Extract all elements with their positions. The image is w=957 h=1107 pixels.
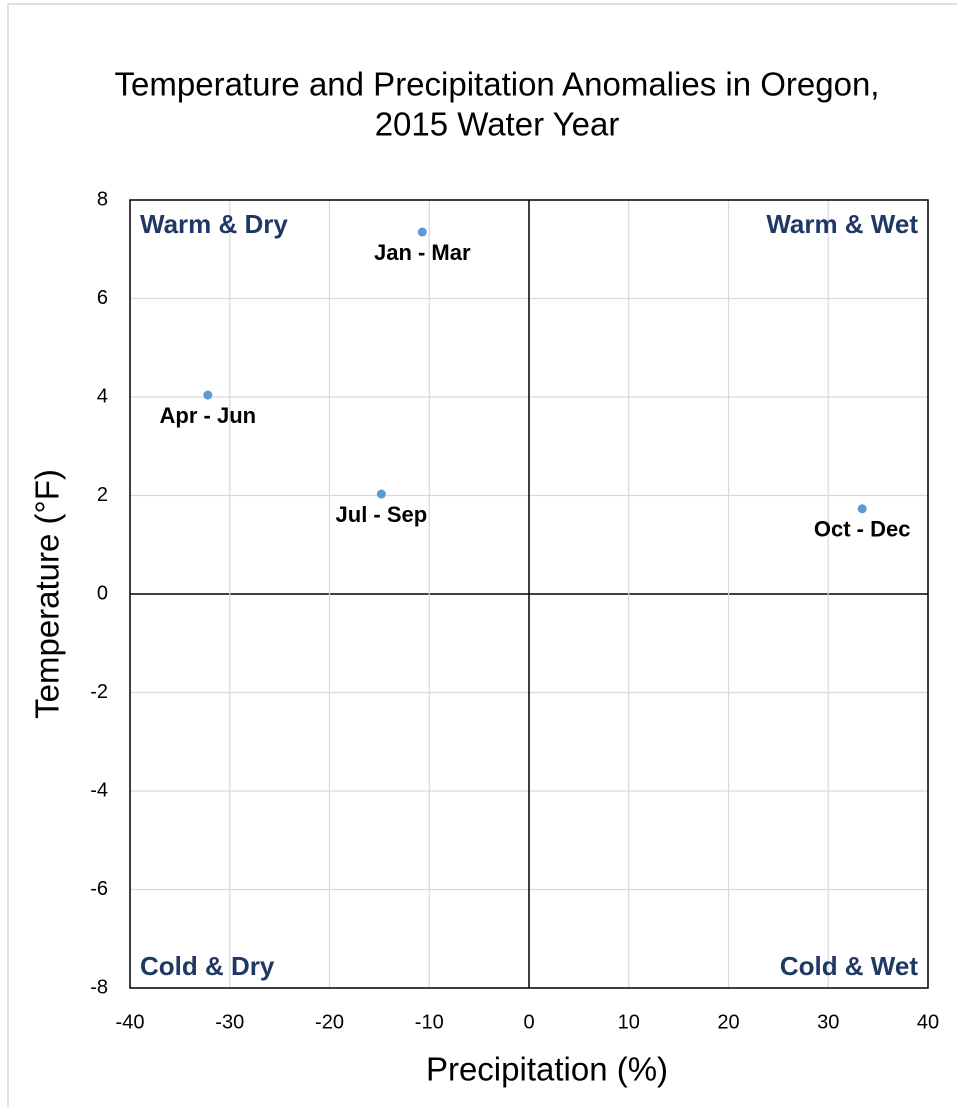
y-tick-label: -8 xyxy=(90,976,108,998)
point xyxy=(417,227,427,237)
y-tick-label: -4 xyxy=(90,779,108,801)
x-tick-label: -20 xyxy=(315,1011,344,1033)
quadrant-label: Warm & Dry xyxy=(140,209,288,239)
y-tick-label: 8 xyxy=(97,188,108,210)
point xyxy=(376,489,386,499)
chart-title: 2015 Water Year xyxy=(375,106,620,143)
x-tick-label: 10 xyxy=(618,1011,640,1033)
plot-frame xyxy=(129,199,929,989)
y-tick-label: 4 xyxy=(97,385,108,407)
x-tick-label: 30 xyxy=(817,1011,839,1033)
x-tick-label: 20 xyxy=(717,1011,739,1033)
point xyxy=(203,390,213,400)
y-tick-label: 0 xyxy=(97,582,108,604)
x-tick-label: -30 xyxy=(215,1011,244,1033)
y-tick-label: 6 xyxy=(97,287,108,309)
x-tick-label: -10 xyxy=(415,1011,444,1033)
quadrant-label: Warm & Wet xyxy=(766,209,918,239)
point-label: Jul - Sep xyxy=(336,502,428,527)
quadrant-label: Cold & Dry xyxy=(140,951,275,981)
quadrant-label: Cold & Wet xyxy=(780,951,919,981)
x-tick-label: -40 xyxy=(116,1011,145,1033)
x-axis-label: Precipitation (%) xyxy=(426,1051,668,1088)
x-tick-label: 40 xyxy=(917,1011,939,1033)
y-tick-label: -6 xyxy=(90,878,108,900)
y-axis-label: Temperature (°F) xyxy=(29,469,66,719)
point xyxy=(857,504,867,514)
chart-title: Temperature and Precipitation Anomalies … xyxy=(115,66,880,103)
y-tick-label: -2 xyxy=(90,681,108,703)
frame xyxy=(7,3,957,1107)
y-tick-label: 2 xyxy=(97,484,108,506)
point-label: Jan - Mar xyxy=(374,240,471,265)
point-label: Oct - Dec xyxy=(814,517,911,542)
point-label: Apr - Jun xyxy=(160,403,257,428)
x-tick-label: 0 xyxy=(523,1011,534,1033)
